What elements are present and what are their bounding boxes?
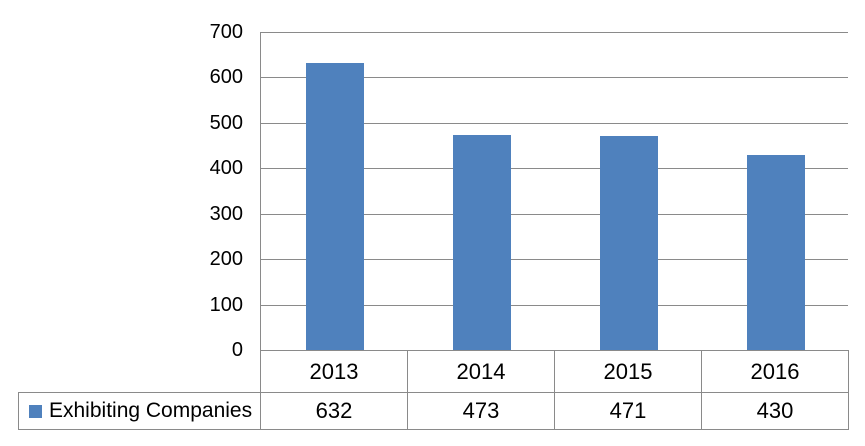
plot-area [260,32,848,350]
y-axis-tick-label: 700 [209,21,243,43]
grid-line [261,304,848,306]
category-cell: 2014 [408,351,555,392]
y-axis-tick-label: 500 [209,111,243,134]
value-cell: 430 [702,393,849,429]
value-cell: 632 [261,393,408,429]
grid-line [261,77,848,79]
y-axis-tick-label: 200 [209,248,243,271]
legend-swatch-icon [29,404,42,418]
bar [599,136,658,350]
value-cells: 632 473 471 430 [261,393,849,429]
grid-line [261,259,848,261]
y-axis-tick-label: 0 [231,339,243,361]
y-axis-tick-label: 600 [209,66,243,89]
bar [452,135,511,350]
grid-line [261,213,848,215]
grid-line [261,32,848,33]
y-axis-tick-label: 100 [209,293,243,316]
bar [746,155,805,350]
bar [305,63,364,350]
legend-label: Exhibiting Companies [49,399,253,422]
y-axis-tick-label: 400 [209,157,243,180]
category-row: 2013 2014 2015 2016 [260,350,849,392]
category-cell: 2013 [261,351,408,392]
category-cell: 2015 [555,351,702,392]
grid-line [261,122,848,124]
value-cell: 471 [555,393,702,429]
grid-line [261,168,848,170]
legend-cell: Exhibiting Companies [19,393,261,429]
category-cell: 2016 [702,351,849,392]
y-axis-tick-label: 300 [209,202,243,225]
value-row: Exhibiting Companies 632 473 471 430 [18,392,849,430]
value-cell: 473 [408,393,555,429]
